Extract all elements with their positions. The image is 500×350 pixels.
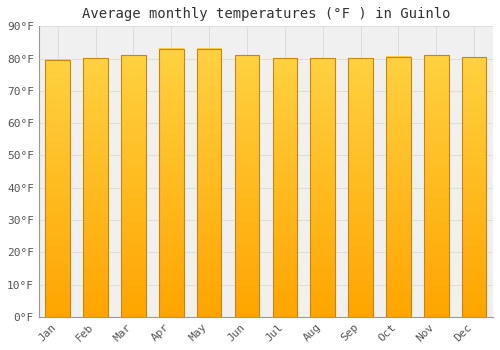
Bar	[462, 57, 486, 317]
Bar	[46, 60, 70, 317]
Title: Average monthly temperatures (°F ) in Guinlo: Average monthly temperatures (°F ) in Gu…	[82, 7, 450, 21]
Bar	[159, 49, 184, 317]
Bar	[386, 57, 410, 317]
Bar	[424, 55, 448, 317]
Bar	[197, 49, 222, 317]
Bar	[121, 55, 146, 317]
Bar	[348, 58, 373, 317]
Bar	[272, 58, 297, 317]
Bar	[310, 58, 335, 317]
Bar	[234, 55, 260, 317]
Bar	[84, 58, 108, 317]
